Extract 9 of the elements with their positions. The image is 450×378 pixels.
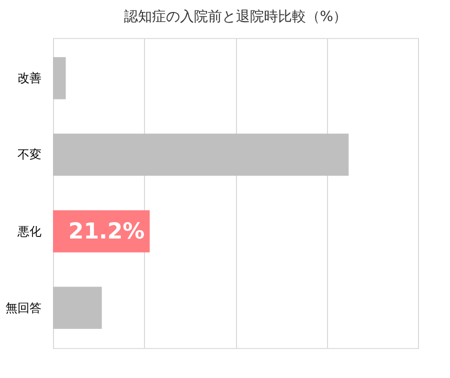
bar <box>53 134 349 176</box>
chart-title: 認知症の入院前と退院時比較（%） <box>124 9 348 25</box>
data-label: 21.2% <box>68 219 145 244</box>
y-tick-label: 改善 <box>18 71 42 86</box>
y-tick-label: 悪化 <box>16 224 42 238</box>
y-tick-label: 無回答 <box>6 300 42 315</box>
bar <box>53 57 66 100</box>
bar <box>53 286 102 329</box>
y-tick-label: 不変 <box>18 148 42 162</box>
